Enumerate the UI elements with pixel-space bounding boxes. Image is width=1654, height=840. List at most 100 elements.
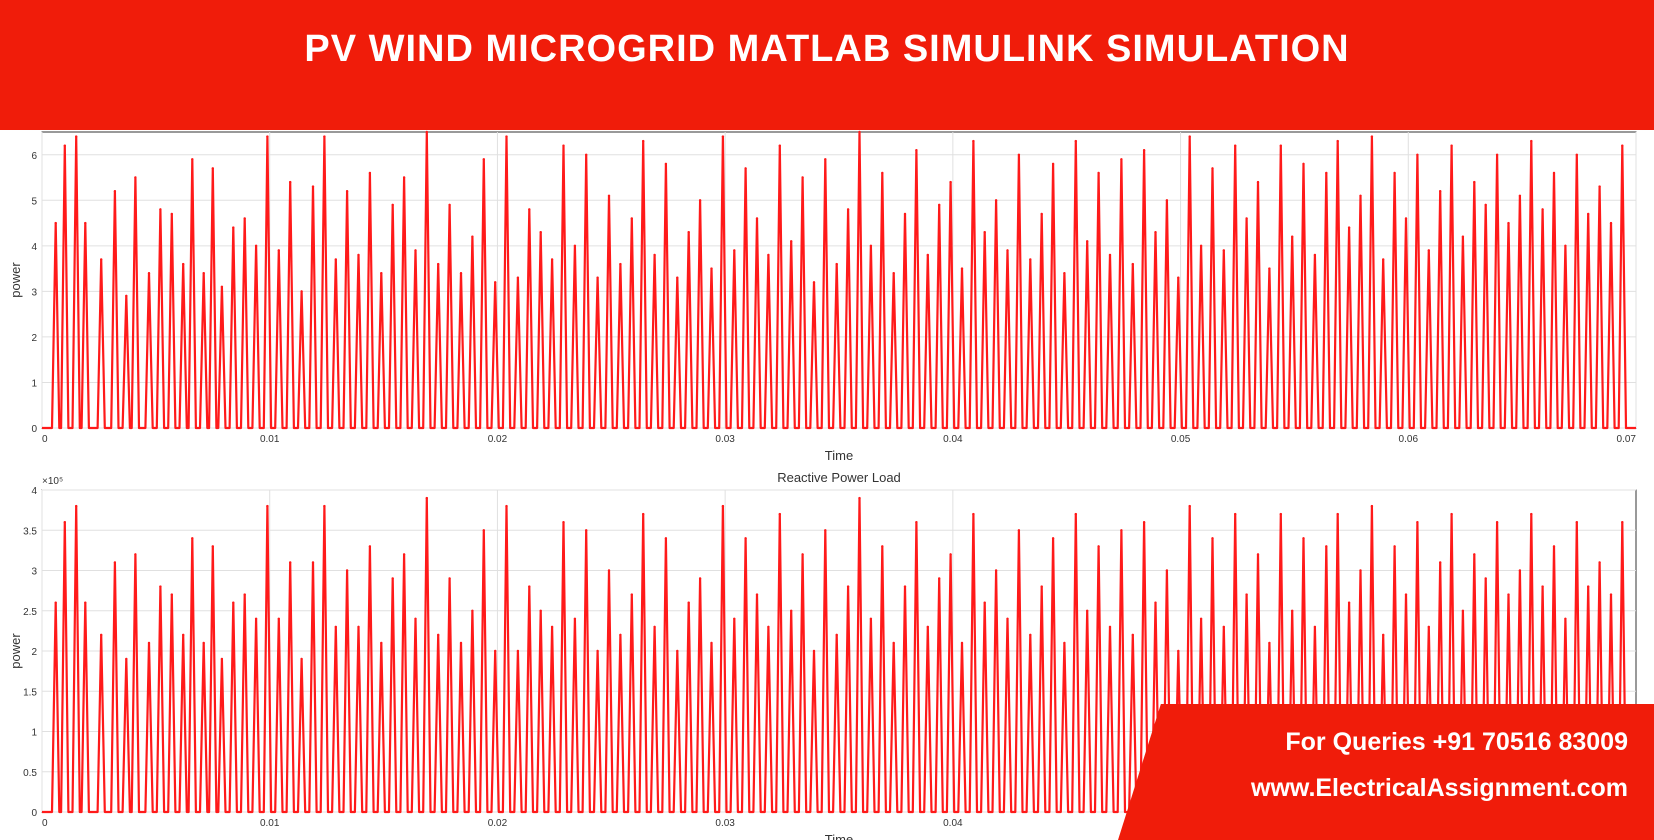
data-point	[1256, 553, 1260, 556]
data-point	[869, 244, 873, 247]
data-point	[938, 203, 941, 207]
data-point	[471, 609, 474, 612]
chart-title: Reactive Power Load	[777, 470, 901, 485]
data-point	[949, 553, 952, 556]
data-point	[915, 149, 918, 152]
data-point	[1404, 217, 1408, 220]
data-point	[642, 139, 645, 143]
data-point	[1108, 253, 1112, 257]
data-point	[1564, 244, 1567, 247]
data-point	[903, 212, 907, 216]
data-point	[1484, 577, 1487, 580]
data-point	[1211, 537, 1214, 540]
data-point	[1507, 593, 1510, 596]
data-point	[334, 258, 337, 261]
chart-2: 0 0.5 1 1.5 2 2.5 3 3.5 4 0 0.01 0.02 0.03 0.04 Time po…	[8, 470, 1637, 840]
chart-1: 0 1 2 3 4 5 6 0 0.01 0.02 0.03 0.04 0.05 0.06 0.07 Time…	[8, 130, 1637, 463]
data-point	[1518, 569, 1522, 572]
data-point	[75, 504, 78, 508]
data-point	[1325, 545, 1328, 548]
data-point	[1256, 180, 1260, 184]
x-tick-label: 0.02	[488, 818, 508, 829]
data-point	[573, 617, 577, 620]
data-point	[1609, 593, 1613, 596]
data-point	[357, 253, 360, 257]
data-point	[147, 641, 151, 645]
y-tick-label: 3	[31, 287, 37, 298]
x-tick-label: 0.03	[715, 434, 735, 445]
data-point	[1006, 617, 1009, 620]
data-point	[1199, 244, 1203, 247]
data-point	[744, 537, 747, 540]
data-point	[1621, 144, 1624, 147]
data-point	[767, 625, 770, 629]
data-point	[607, 194, 611, 197]
data-point	[63, 144, 66, 147]
data-point	[191, 158, 194, 161]
data-point	[1552, 171, 1556, 175]
data-point	[1313, 625, 1317, 629]
data-point	[858, 496, 861, 500]
data-point	[733, 249, 736, 252]
data-point	[1165, 199, 1169, 202]
data-point	[134, 553, 137, 556]
data-point	[938, 577, 941, 580]
data-point	[550, 258, 554, 261]
data-point	[1450, 144, 1453, 147]
data-point	[585, 529, 588, 532]
data-point	[903, 585, 907, 588]
data-point	[1097, 171, 1100, 175]
data-point	[182, 633, 185, 637]
data-point	[846, 585, 850, 588]
data-point	[482, 529, 485, 532]
data-point	[1450, 512, 1453, 516]
data-point	[402, 553, 406, 556]
data-point	[790, 609, 793, 612]
data-point	[1063, 272, 1066, 275]
data-point	[835, 633, 838, 637]
data-point	[1291, 235, 1294, 238]
data-point	[505, 135, 508, 138]
data-point	[755, 217, 759, 220]
data-point	[84, 221, 87, 225]
x-tick-label: 0.01	[260, 434, 280, 445]
data-point	[1382, 633, 1385, 637]
data-point	[1575, 521, 1579, 524]
data-point	[254, 617, 258, 620]
data-point	[926, 253, 929, 257]
data-point	[1029, 258, 1032, 261]
data-point	[516, 276, 520, 279]
data-point	[949, 180, 952, 184]
data-point	[1587, 585, 1590, 588]
data-point	[1142, 149, 1146, 152]
data-point	[211, 167, 214, 170]
data-point	[505, 504, 508, 508]
data-point	[926, 625, 929, 629]
y-tick-label: 3	[31, 567, 37, 578]
data-point	[311, 561, 315, 564]
data-point	[824, 529, 827, 532]
data-point	[1495, 153, 1499, 156]
data-point	[494, 281, 497, 284]
data-point	[54, 601, 57, 604]
data-point	[437, 262, 440, 266]
data-point	[1404, 593, 1408, 596]
data-point	[1427, 249, 1431, 252]
data-point	[733, 617, 736, 620]
y-tick-label: 2	[31, 333, 37, 344]
data-point	[345, 190, 349, 193]
data-point	[972, 139, 975, 143]
data-point	[437, 633, 440, 637]
data-point	[1029, 633, 1032, 637]
data-point	[471, 235, 474, 238]
y-tick-label: 1.5	[23, 687, 37, 698]
data-point	[1598, 561, 1601, 564]
data-point	[170, 593, 173, 596]
data-point	[1142, 521, 1146, 524]
data-point	[311, 185, 315, 188]
data-point	[1336, 139, 1339, 143]
data-point	[1074, 139, 1078, 143]
data-point	[619, 262, 622, 266]
data-point	[915, 521, 918, 524]
data-point	[721, 135, 725, 138]
